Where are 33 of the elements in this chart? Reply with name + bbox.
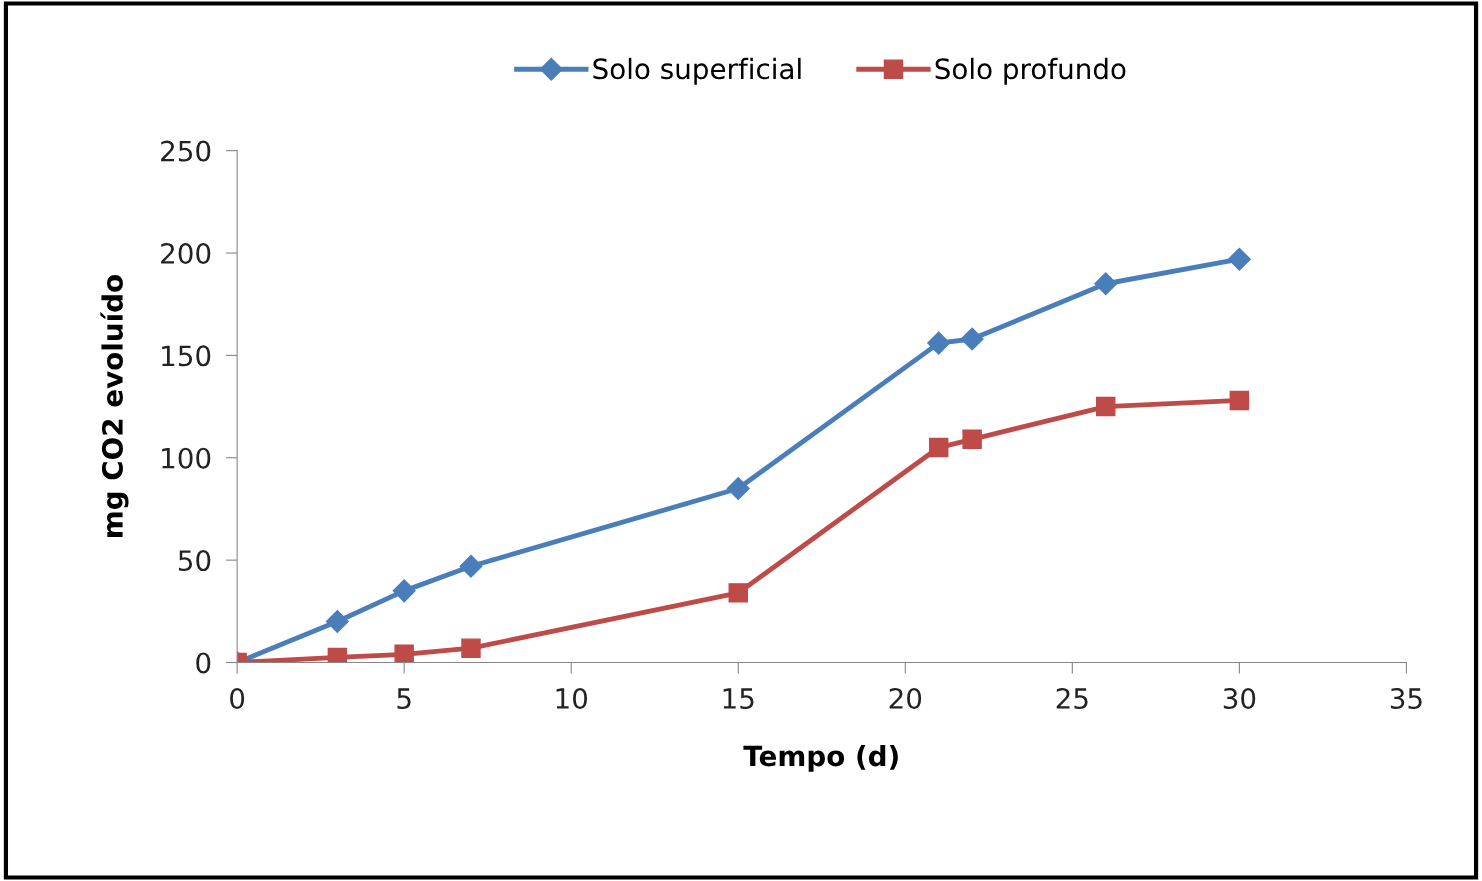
y-tick-label: 200 <box>161 242 211 264</box>
x-tick-label: 5 <box>397 688 411 710</box>
point <box>1096 396 1116 417</box>
point <box>728 583 748 603</box>
y-tick-label: 0 <box>196 652 211 674</box>
x-tick-label: 10 <box>556 688 588 710</box>
x-tick-label: 35 <box>1390 688 1422 710</box>
y-tick-label: 100 <box>162 447 211 469</box>
point <box>726 476 750 500</box>
point <box>962 429 982 450</box>
x-axis-title: Tempo (d) <box>743 744 898 772</box>
y-axis-title: mg CO2 evoluído <box>100 275 129 537</box>
point <box>1227 247 1251 271</box>
point <box>459 554 483 578</box>
x-tick-label: 0 <box>230 688 245 710</box>
x-tick-label: 25 <box>1056 688 1088 710</box>
legend-label: Solo profundo <box>935 57 1126 85</box>
x-tick-label: 30 <box>1223 688 1256 710</box>
point <box>928 437 949 458</box>
point <box>927 331 951 355</box>
point <box>325 610 349 634</box>
point <box>960 327 984 351</box>
x-tick-label: 15 <box>723 688 754 710</box>
legend-label: Solo superficial <box>593 57 801 85</box>
y-tick-label: 150 <box>162 345 211 367</box>
y-tick-label: 50 <box>178 550 211 572</box>
point <box>1229 390 1250 411</box>
x-tick-label: 20 <box>889 688 922 710</box>
point <box>394 644 414 663</box>
point <box>1094 272 1118 296</box>
y-tick-label: 250 <box>161 140 211 162</box>
point <box>392 579 416 603</box>
point <box>461 638 481 658</box>
